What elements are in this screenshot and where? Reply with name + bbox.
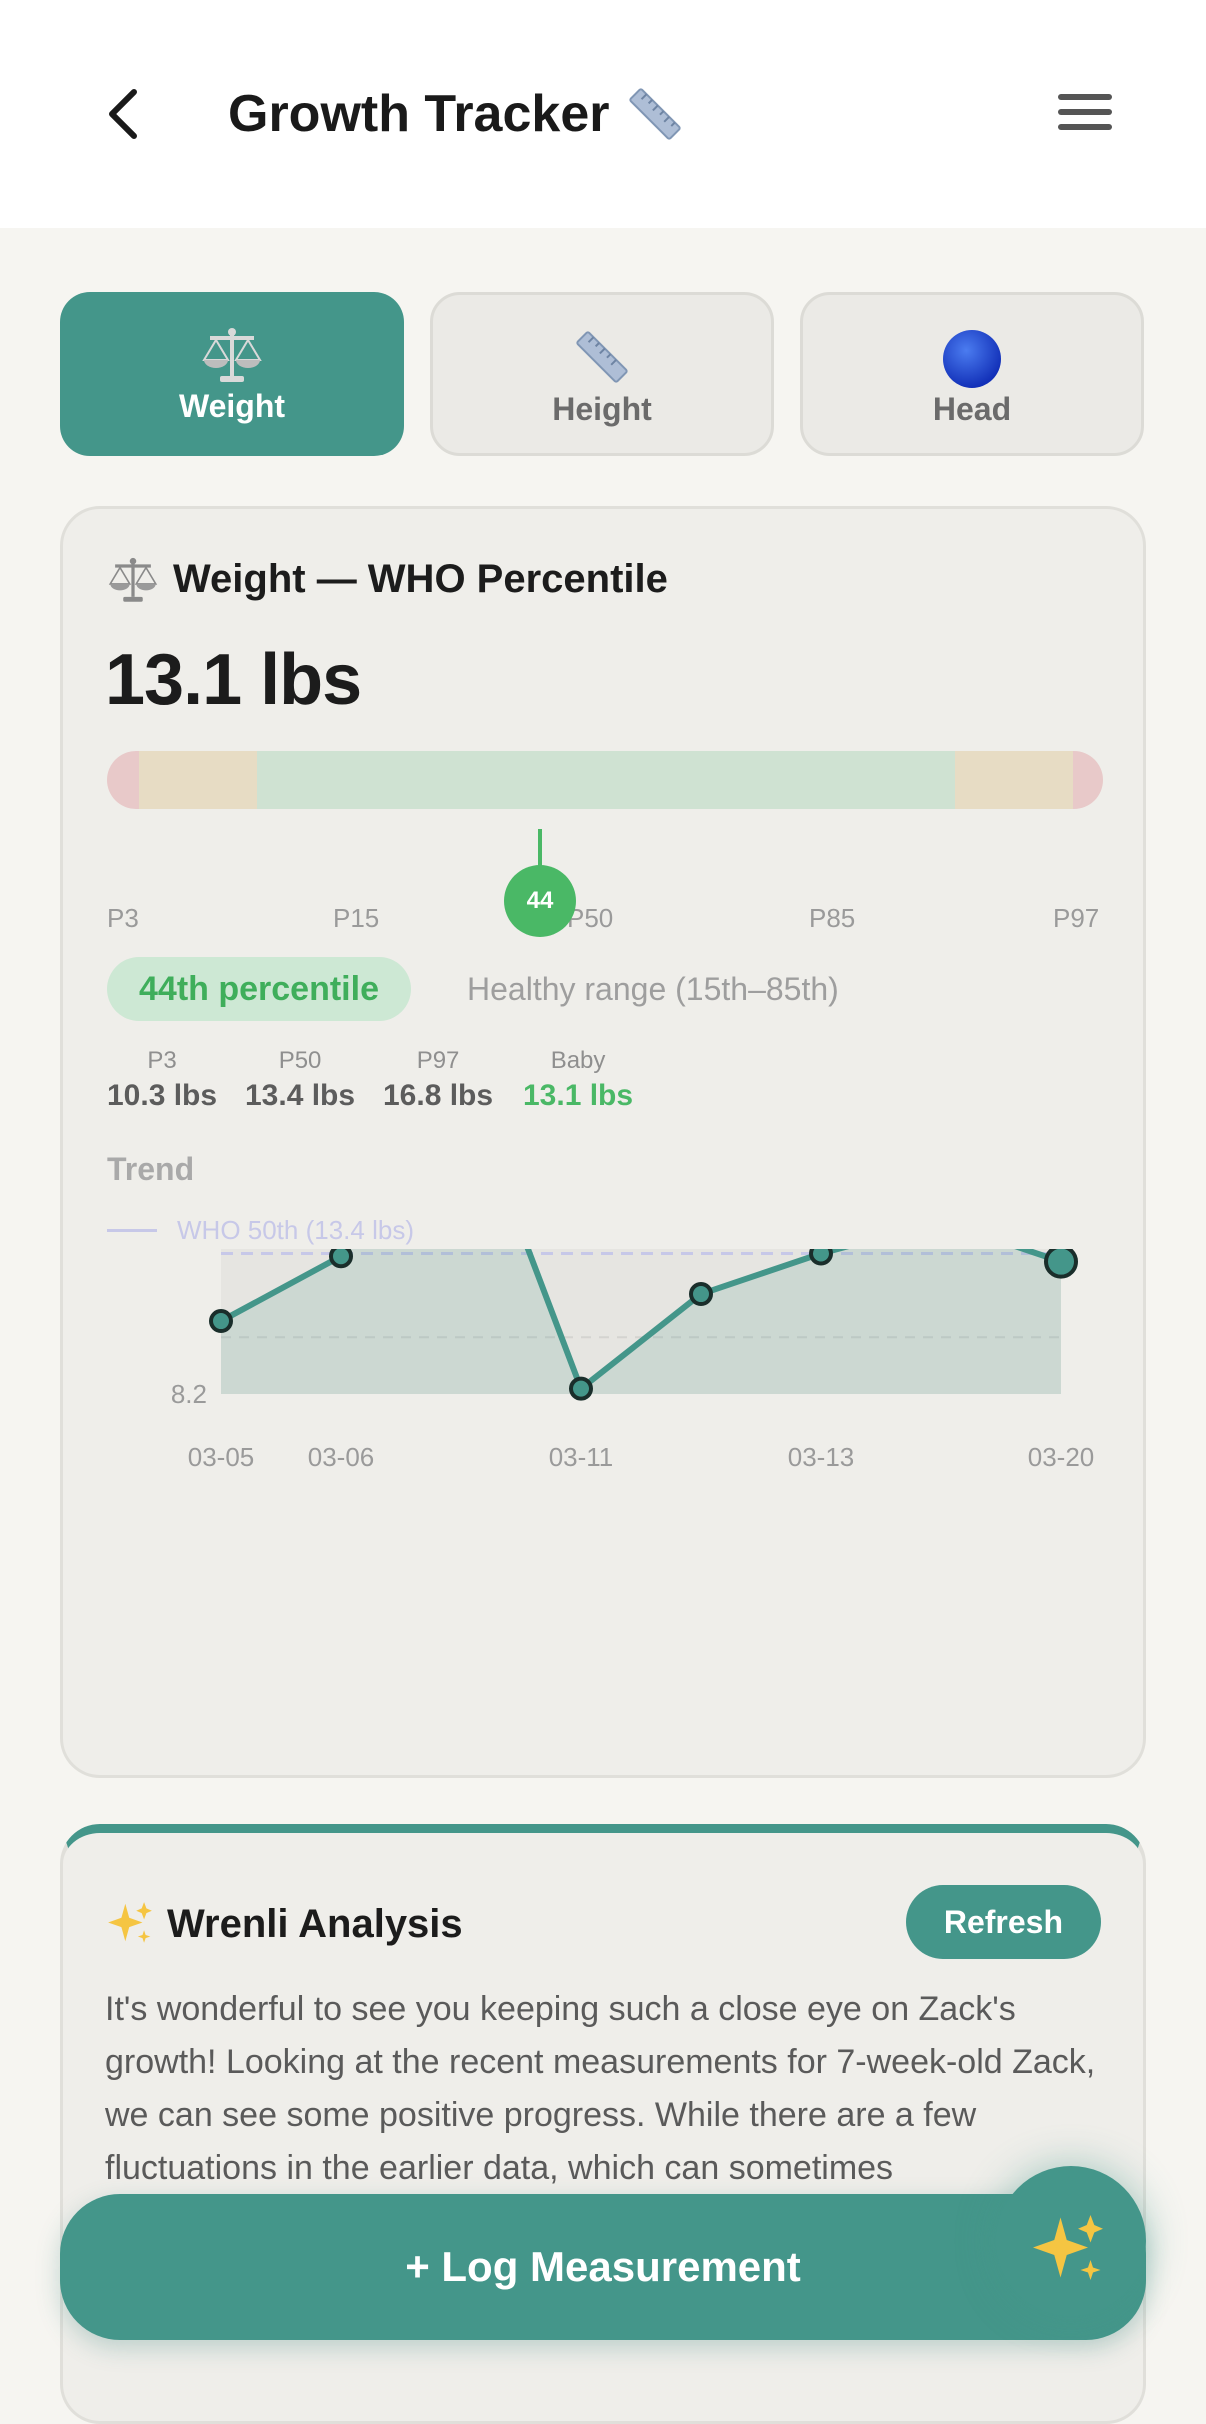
- data-point: [329, 1249, 353, 1269]
- percentile-tick: P15: [333, 903, 380, 933]
- stat-label: P50: [278, 1047, 322, 1074]
- trend-heading: Trend: [107, 1151, 195, 1187]
- scale-icon: [108, 557, 158, 602]
- percentile-badge: 44th percentile: [107, 957, 411, 1021]
- page-title-text: Growth Tracker: [228, 85, 610, 143]
- card-title-text: Weight — WHO Percentile: [173, 556, 668, 601]
- current-weight-value: 13.1 lbs: [105, 640, 362, 720]
- blue-circle-icon: [943, 330, 1001, 388]
- percentile-marker: 44: [504, 865, 576, 937]
- percentile-tick: P85: [809, 903, 856, 933]
- stat-label: P97: [416, 1047, 460, 1074]
- analysis-title-text: Wrenli Analysis: [167, 1901, 463, 1946]
- stat-p3: P3 10.3 lbs: [107, 1047, 217, 1113]
- legend-swatch: [107, 1229, 157, 1232]
- percentile-tick: P97: [1053, 903, 1100, 933]
- stat-baby: Baby 13.1 lbs: [523, 1047, 633, 1113]
- percentile-zone-borderline-high: [955, 751, 1073, 809]
- tab-height-label: Height: [552, 391, 652, 427]
- x-tick-label: 03-20: [1028, 1442, 1095, 1472]
- series-area: [221, 1249, 1061, 1394]
- chevron-left-icon: [109, 89, 137, 139]
- log-measurement-button[interactable]: + Log Measurement: [60, 2194, 1146, 2340]
- percentile-zone-healthy: [257, 751, 955, 809]
- tab-head-label: Head: [932, 391, 1012, 427]
- analysis-text: It's wonderful to see you keeping such a…: [105, 1990, 1096, 2187]
- stat-label: P3: [147, 1047, 177, 1074]
- refresh-button[interactable]: Refresh: [905, 1885, 1101, 1959]
- data-point: [209, 1309, 233, 1334]
- x-tick-label: 03-05: [188, 1442, 255, 1472]
- app-header: Growth Tracker: [0, 0, 1206, 228]
- x-tick-label: 03-11: [549, 1442, 614, 1472]
- stat-label: Baby: [550, 1047, 606, 1074]
- percentile-zone-high: [1073, 751, 1103, 809]
- x-tick-label: 03-06: [308, 1442, 375, 1472]
- stat-value: 13.4 lbs: [245, 1079, 356, 1112]
- scale-icon: [202, 328, 262, 382]
- tab-weight-label: Weight: [178, 388, 286, 424]
- healthy-range-text: Healthy range (15th–85th): [467, 971, 839, 1007]
- menu-button[interactable]: [1058, 94, 1112, 138]
- stat-value: 16.8 lbs: [383, 1079, 494, 1112]
- data-point: [689, 1282, 713, 1307]
- stat-p50: P50 13.4 lbs: [245, 1047, 355, 1113]
- legend-label: WHO 50th (13.4 lbs): [177, 1215, 414, 1245]
- percentile-zone-borderline-low: [139, 751, 257, 809]
- percentile-marker-stem: [538, 829, 542, 869]
- data-point: [809, 1249, 833, 1266]
- chart-legend: WHO 50th (13.4 lbs): [107, 1215, 414, 1246]
- analysis-title: Wrenli Analysis: [105, 1899, 463, 1949]
- back-button[interactable]: [96, 84, 156, 144]
- page-title: Growth Tracker: [228, 82, 687, 146]
- sparkles-icon: [108, 1902, 152, 1943]
- weight-percentile-card: Weight — WHO Percentile 13.1 lbs P3 P15 …: [60, 506, 1146, 1778]
- data-point: [1044, 1249, 1078, 1279]
- stat-value: 10.3 lbs: [107, 1079, 218, 1112]
- percentile-zone-low: [107, 751, 139, 809]
- y-tick-label: 8.2: [171, 1379, 207, 1409]
- sparkles-icon: [1033, 2215, 1103, 2280]
- percentile-tick: P3: [107, 903, 139, 933]
- plot-background: [221, 1249, 1061, 1394]
- ai-assistant-button[interactable]: [996, 2166, 1146, 2316]
- hamburger-icon: [1058, 94, 1112, 100]
- tab-height[interactable]: Height: [430, 292, 774, 456]
- stat-p97: P97 16.8 lbs: [383, 1047, 493, 1113]
- tab-weight[interactable]: Weight: [60, 292, 404, 456]
- x-tick-label: 03-13: [788, 1442, 855, 1472]
- tab-head[interactable]: Head: [800, 292, 1144, 456]
- card-title: Weight — WHO Percentile: [107, 553, 668, 605]
- stat-value: 13.1 lbs: [523, 1079, 634, 1112]
- ruler-icon: [576, 331, 628, 383]
- series-line: [219, 1249, 1062, 1392]
- ruler-icon: [629, 88, 682, 140]
- data-point: [569, 1376, 593, 1401]
- measurement-tabs: Weight Height Head: [60, 292, 1146, 458]
- percentile-bar: [107, 751, 1103, 809]
